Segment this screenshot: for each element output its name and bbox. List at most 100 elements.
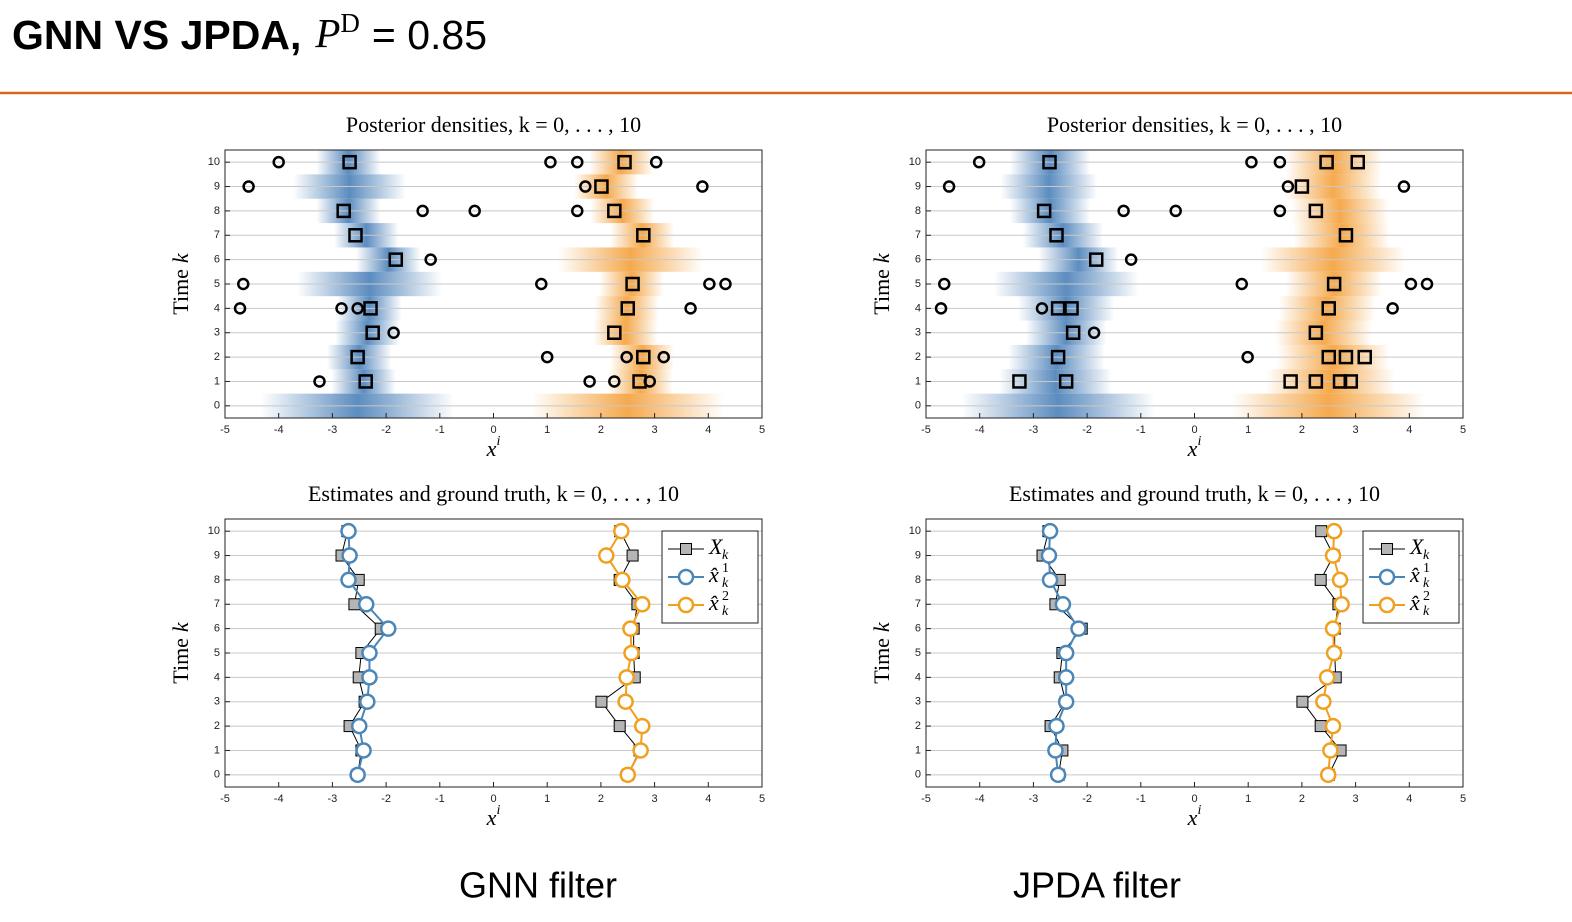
y-tick-label: 5 — [915, 647, 921, 659]
gated-measurement — [1321, 349, 1336, 365]
y-tick-label: 9 — [214, 549, 220, 561]
measurement — [649, 155, 663, 169]
title-equation: = 0.85 — [372, 12, 487, 58]
y-tick-label: 5 — [214, 647, 220, 659]
y-tick-label: 4 — [915, 671, 921, 683]
x-tick-label: 1 — [1245, 424, 1251, 436]
gated-measurement — [607, 203, 622, 219]
slide-title: GNN VS JPDA, PD = 0.85 — [12, 8, 487, 58]
measurement — [1087, 326, 1101, 339]
axes-box — [224, 149, 763, 419]
legend-label: Xk — [708, 534, 729, 563]
y-tick-label: 1 — [214, 375, 220, 387]
axes-box — [925, 149, 1464, 419]
y-tick-label: 1 — [915, 744, 921, 756]
y-tick-label: 10 — [208, 156, 220, 168]
legend-symbol: x̂ — [1409, 590, 1420, 615]
series-marker — [626, 549, 639, 562]
gated-measurement — [620, 301, 635, 316]
y-tick-label: 10 — [208, 525, 220, 537]
x-tick-label: 3 — [652, 793, 658, 805]
y-tick-label: 8 — [214, 574, 220, 586]
y-tick-label: 2 — [214, 720, 220, 732]
series-marker — [613, 720, 626, 733]
y-axis-label: Time k — [869, 252, 894, 315]
measurement — [620, 350, 633, 364]
gated-measurement — [1012, 374, 1027, 389]
series-marker — [632, 742, 649, 759]
x-label-superscript: i — [1197, 434, 1201, 449]
gated-measurement — [336, 203, 351, 219]
legend-marker — [1378, 596, 1396, 614]
x-tick-label: -1 — [435, 793, 445, 805]
legend-subscript: k — [1423, 548, 1430, 563]
x-tick-label: -4 — [975, 424, 985, 436]
series-marker — [598, 547, 615, 564]
gated-measurement — [1294, 179, 1310, 194]
series-marker — [357, 596, 375, 613]
y-label-text: Time — [869, 638, 894, 684]
y-tick-label: 4 — [214, 302, 220, 314]
x-tick-label: 5 — [759, 424, 765, 436]
gated-measurement — [1326, 276, 1342, 292]
measurement — [571, 204, 584, 218]
gated-measurement — [1357, 349, 1372, 365]
measurement — [934, 302, 948, 315]
x-tick-label: 3 — [1353, 793, 1359, 805]
y-tick-label: 5 — [214, 278, 220, 290]
series-marker — [1324, 717, 1342, 735]
x-tick-label: 2 — [1299, 424, 1305, 436]
title-symbol: P — [314, 10, 340, 56]
series-marker — [1314, 573, 1327, 586]
x-tick-label: 2 — [598, 424, 604, 436]
gated-measurement — [1065, 325, 1081, 340]
gated-measurement — [1332, 374, 1348, 389]
x-label-symbol: x — [486, 436, 497, 461]
series-marker — [1318, 669, 1336, 686]
x-tick-label: -4 — [975, 793, 985, 805]
measurement — [1241, 350, 1254, 364]
series-marker — [1324, 620, 1342, 637]
x-tick-label: -3 — [1029, 793, 1039, 805]
legend-marker — [680, 543, 692, 555]
series-marker — [1319, 766, 1337, 784]
x-tick-label: 5 — [1460, 793, 1466, 805]
series-marker — [617, 693, 634, 710]
series-marker — [355, 742, 372, 759]
x-label-symbol: x — [1187, 805, 1198, 830]
y-axis-label: Time k — [869, 621, 894, 684]
series-marker — [361, 669, 378, 686]
measurement — [696, 180, 709, 193]
x-tick-label: -5 — [220, 424, 230, 436]
measurement — [544, 155, 557, 169]
y-label-variable: k — [869, 621, 894, 632]
gated-measurement — [1308, 374, 1324, 389]
gated-measurement — [617, 154, 632, 170]
y-tick-label: 4 — [915, 302, 921, 314]
y-tick-label: 3 — [214, 327, 220, 339]
x-tick-label: 0 — [1191, 793, 1197, 805]
gated-measurement — [1283, 374, 1298, 389]
caption: GNN filter — [459, 865, 617, 906]
series-marker — [1049, 766, 1067, 784]
gated-measurement — [1042, 154, 1057, 170]
y-tick-label: 3 — [915, 327, 921, 339]
measurement — [657, 350, 670, 364]
gated-measurement — [365, 325, 380, 340]
measurement — [684, 302, 697, 315]
legend-symbol: x̂ — [708, 562, 719, 587]
measurement — [335, 302, 348, 315]
series-marker — [1325, 644, 1343, 662]
x-tick-label: 1 — [1245, 793, 1251, 805]
x-tick-label: 5 — [759, 793, 765, 805]
x-tick-label: 4 — [1406, 424, 1412, 436]
measurement — [1386, 302, 1399, 315]
series-marker — [361, 644, 378, 662]
series-marker — [618, 669, 635, 686]
measurement — [942, 180, 956, 193]
measurement — [237, 277, 250, 291]
measurement — [1245, 155, 1258, 169]
y-tick-label: 8 — [915, 205, 921, 217]
y-tick-label: 2 — [915, 351, 921, 363]
x-label-symbol: x — [486, 805, 497, 830]
